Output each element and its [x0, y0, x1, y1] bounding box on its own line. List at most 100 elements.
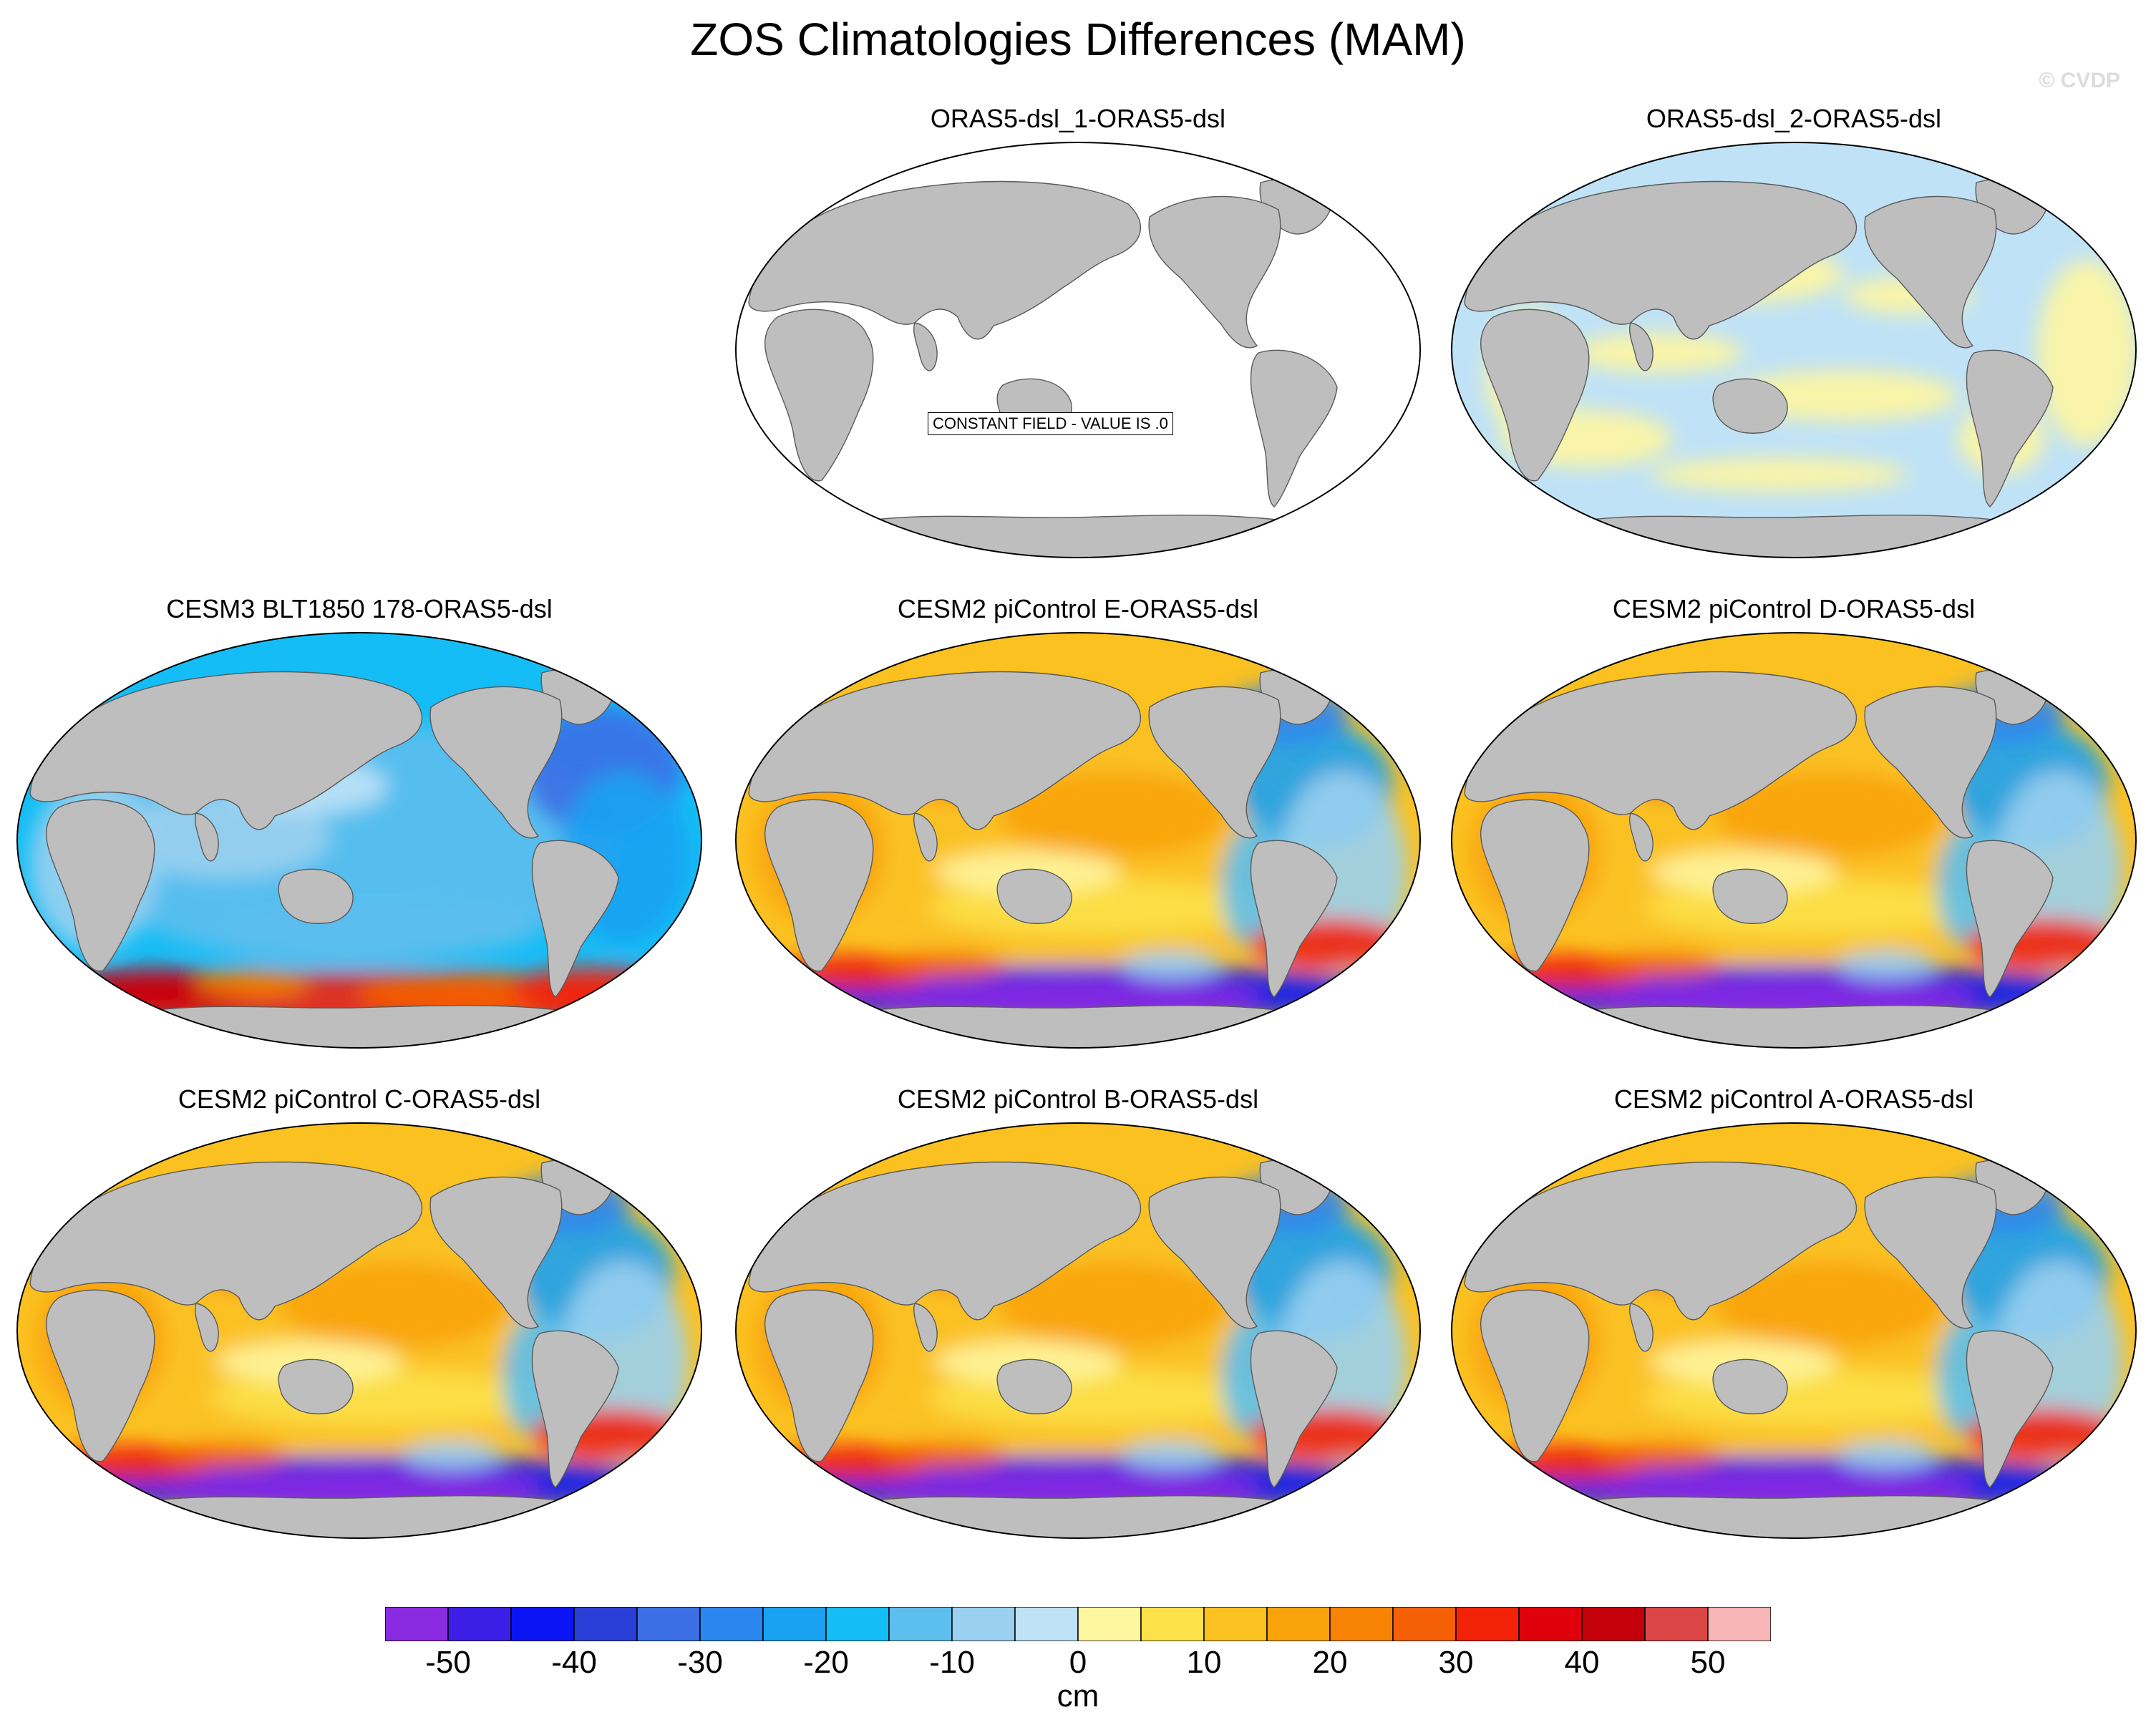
landmass-africa: [764, 308, 874, 482]
panel-title: CESM2 piControl B-ORAS5-dsl: [897, 1084, 1259, 1114]
landmass-australia: [1712, 378, 1788, 434]
colorbar-tick-label: 0: [1069, 1645, 1087, 1680]
world-map: [16, 632, 702, 1049]
landmass-north-america: [429, 686, 563, 839]
colorbar-swatch: [1581, 1607, 1646, 1641]
anomaly-region: [878, 952, 1006, 978]
landmass-north-america: [1864, 686, 1997, 839]
map-panel: CESM2 piControl D-ORAS5-dsl: [1443, 594, 2145, 1052]
landmass-antarctica: [1555, 1495, 2032, 1538]
panel-title: ORAS5-dsl_1-ORAS5-dsl: [930, 104, 1226, 133]
landmass-india: [1628, 1303, 1654, 1352]
landmass-south-america: [1250, 349, 1338, 507]
colorbar-swatch: [1392, 1607, 1457, 1641]
colorbar-swatch: [825, 1607, 890, 1641]
colorbar-unit: cm: [1057, 1678, 1099, 1714]
landmass-india: [913, 812, 938, 862]
colorbar-swatch: [510, 1607, 575, 1641]
world-map: [1451, 1122, 2137, 1539]
colorbar-swatch: [1203, 1607, 1268, 1641]
constant-field-label: CONSTANT FIELD - VALUE IS .0: [928, 412, 1173, 435]
map-border: [1451, 1122, 2137, 1539]
landmass-australia: [996, 1359, 1072, 1414]
landmass-north-america: [1148, 686, 1281, 839]
map-border: [735, 142, 1421, 558]
landmass-north-america: [1148, 1176, 1281, 1329]
world-map: [735, 1122, 1421, 1539]
world-map: [735, 142, 1421, 558]
colorbar-tick-label: -40: [551, 1645, 597, 1680]
landmass-south-america: [1250, 840, 1338, 998]
colorbar-tick-label: -10: [929, 1645, 975, 1680]
landmass-africa: [764, 1289, 874, 1462]
landmass-india: [194, 812, 219, 862]
colorbar-tick-label: -30: [677, 1645, 723, 1680]
watermark: © CVDP: [2039, 69, 2120, 92]
map-border: [735, 1122, 1421, 1539]
landmass-antarctica: [1555, 1005, 2032, 1048]
anomaly-region: [1572, 333, 1744, 373]
landmass-eurasia: [748, 1161, 1142, 1321]
map-panel: CESM3 BLT1850 178-ORAS5-dsl: [9, 594, 710, 1052]
landmass-australia: [278, 868, 354, 924]
figure-title: ZOS Climatologies Differences (MAM): [690, 14, 1466, 65]
colorbar-swatch: [888, 1607, 953, 1641]
landmass-south-america: [531, 1330, 619, 1488]
panel-title: CESM2 piControl A-ORAS5-dsl: [1613, 1084, 1974, 1114]
colorbar-tick-label: -20: [803, 1645, 849, 1680]
landmass-north-america: [1864, 1176, 1997, 1329]
colorbar-tick-label: 40: [1564, 1645, 1600, 1680]
map-panel: CESM2 piControl A-ORAS5-dsl: [1443, 1084, 2145, 1542]
landmass-eurasia: [748, 671, 1142, 830]
map-border: [735, 632, 1421, 1049]
landmass-eurasia: [1464, 180, 1858, 340]
landmass-antarctica: [121, 1005, 598, 1048]
colorbar-swatch: [1644, 1607, 1709, 1641]
anomaly-region: [1651, 457, 1908, 492]
panel-title: CESM2 piControl D-ORAS5-dsl: [1612, 594, 1976, 623]
world-map: [16, 1122, 702, 1539]
anomaly-region: [159, 1442, 288, 1468]
landmass-africa: [46, 799, 155, 972]
colorbar-swatch: [762, 1607, 827, 1641]
colorbar-swatch: [1518, 1607, 1583, 1641]
anomaly-region: [1593, 952, 1722, 978]
landmass-australia: [1712, 868, 1788, 924]
landmass-india: [194, 1303, 219, 1352]
landmass-india: [1628, 812, 1654, 862]
world-map: [1451, 142, 2137, 558]
colorbar-swatch: [951, 1607, 1016, 1641]
landmass-north-america: [1864, 195, 1997, 349]
map-border: [16, 632, 702, 1049]
landmass-eurasia: [1464, 1161, 1858, 1321]
anomaly-region: [1715, 1262, 1944, 1348]
landmass-australia: [996, 868, 1072, 924]
anomaly-region: [878, 1442, 1006, 1468]
anomaly-region: [1121, 1441, 1221, 1469]
landmass-africa: [1480, 1289, 1590, 1462]
landmass-antarctica: [840, 1495, 1316, 1538]
landmass-antarctica: [1555, 515, 2032, 558]
landmass-india: [1628, 322, 1654, 371]
landmass-africa: [764, 799, 874, 972]
colorbar-swatch: [636, 1607, 701, 1641]
landmass-antarctica: [840, 515, 1316, 558]
landmass-antarctica: [840, 1005, 1316, 1048]
anomaly-region: [223, 900, 538, 958]
colorbar-tick-label: 10: [1186, 1645, 1222, 1680]
landmass-africa: [46, 1289, 155, 1462]
colorbar-swatch: [1707, 1607, 1771, 1641]
landmass-eurasia: [1464, 671, 1858, 830]
colorbar-swatch: [1455, 1607, 1520, 1641]
landmass-north-america: [1148, 195, 1281, 349]
landmass-eurasia: [748, 180, 1142, 340]
colorbar-tick-label: 50: [1690, 1645, 1726, 1680]
landmass-south-america: [1966, 1330, 2054, 1488]
anomaly-region: [999, 772, 1228, 857]
landmass-australia: [278, 1359, 354, 1414]
colorbar-swatch: [385, 1607, 449, 1641]
anomaly-region: [195, 970, 309, 996]
anomaly-region: [1715, 772, 1944, 857]
landmass-south-america: [1966, 349, 2054, 507]
map-border: [1451, 142, 2137, 558]
